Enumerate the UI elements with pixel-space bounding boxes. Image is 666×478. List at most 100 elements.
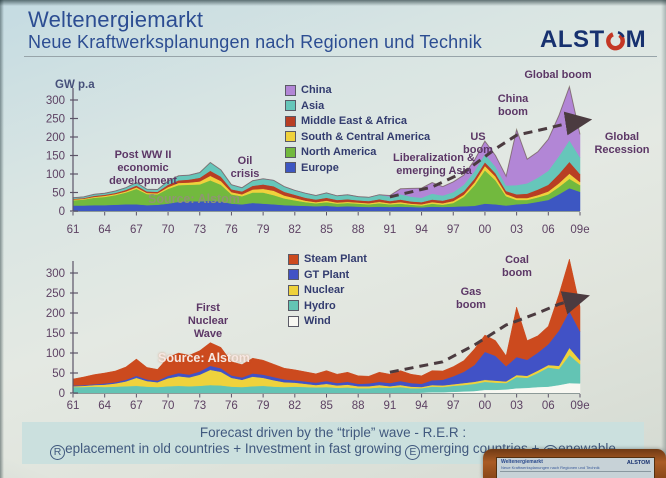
- x-tick-label: 67: [130, 224, 143, 236]
- legend-item-south-central-america: South & Central America: [285, 131, 430, 143]
- legend-chip-steam-plant: [288, 253, 299, 265]
- x-tick-label: 61: [67, 224, 80, 236]
- x-tick-label: 70: [162, 224, 175, 236]
- legend-label-steam-plant: Steam Plant: [304, 253, 367, 265]
- y-tick-label: 300: [46, 268, 65, 280]
- legend-item-asia: Asia: [285, 100, 430, 112]
- page-subtitle: Neue Kraftwerksplanungen nach Regionen u…: [28, 32, 482, 52]
- x-tick-label: 61: [67, 400, 80, 412]
- legend-chip-south-central-america: [285, 131, 296, 143]
- x-tick-label: 82: [288, 400, 301, 412]
- footer-line2-seg1: eplacement in old countries + Investment…: [65, 441, 406, 456]
- annotation-china-boom: China boom: [497, 93, 529, 118]
- legend-item-wind: Wind: [288, 315, 367, 327]
- legend-label-middle-east-africa: Middle East & Africa: [301, 115, 407, 128]
- annotation-first-nuclear-wave: First Nuclear Wave: [187, 302, 229, 340]
- x-tick-label: 06: [542, 400, 555, 412]
- legend-chip-gt-plant: [288, 269, 299, 281]
- source-watermark-technology: Source: Alstom: [158, 351, 250, 365]
- legend-item-europe: Europe: [285, 162, 430, 174]
- y-tick-label: 100: [46, 348, 65, 360]
- x-tick-label: 09e: [570, 224, 589, 236]
- source-watermark-regions: Source: Alstom: [148, 192, 240, 206]
- laptop-mini-logo: ALSTOM: [626, 460, 650, 466]
- y-tick-label: 0: [59, 388, 65, 400]
- legend-item-middle-east-africa: Middle East & Africa: [285, 115, 430, 127]
- area-steam-plant: [72, 258, 581, 386]
- x-tick-label: 64: [98, 224, 111, 236]
- x-tick-label: 94: [415, 400, 428, 412]
- annotation-oil-crisis: Oil crisis: [230, 155, 260, 180]
- legend-item-gt-plant: GT Plant: [288, 269, 367, 281]
- x-tick-label: 73: [193, 224, 206, 236]
- footer-banner: Forecast driven by the “triple” wave - R…: [22, 422, 644, 464]
- laptop-mini-divider: [500, 471, 651, 472]
- circled-e-icon: E: [405, 444, 421, 460]
- legend-label-china: China: [301, 84, 332, 96]
- x-tick-label: 88: [352, 400, 365, 412]
- x-tick-label: 88: [352, 224, 365, 236]
- legend-label-north-america: North America: [301, 146, 377, 159]
- alstom-logo-right: M: [625, 26, 647, 53]
- laptop-screen: Weltenergiemarkt Neue Kraftwerksplanunge…: [496, 457, 655, 478]
- x-tick-label: 64: [98, 400, 111, 412]
- x-tick-label: 91: [383, 224, 396, 236]
- x-tick-label: 67: [130, 400, 143, 412]
- legend-item-nuclear: Nuclear: [288, 284, 367, 296]
- circled-r-icon: R: [50, 444, 66, 460]
- laptop-mini-title: Weltenergiemarkt: [501, 459, 543, 465]
- header-divider: [24, 56, 657, 57]
- legend-chip-middle-east-africa: [285, 115, 296, 127]
- x-tick-label: 79: [257, 224, 270, 236]
- legend-item-china: China: [285, 84, 430, 96]
- legend-item-hydro: Hydro: [288, 300, 367, 312]
- x-tick-label: 73: [193, 400, 206, 412]
- x-tick-label: 00: [479, 224, 492, 236]
- technology-legend: Steam Plant GT Plant Nuclear Hydro Wind: [288, 253, 367, 331]
- technology-area-chart: 0 50 100 150 200 250 300 61 64 67 70 73 76 79 82 85 88 91…: [46, 258, 590, 412]
- annotation-us-boom: US boom: [463, 131, 493, 156]
- x-tick-label: 76: [225, 224, 238, 236]
- y-tick-label: 250: [46, 288, 65, 300]
- page-title: Weltenergiemarkt: [28, 7, 204, 32]
- y-tick-label: 50: [52, 188, 65, 200]
- x-tick-label: 09e: [570, 400, 589, 412]
- legend-chip-north-america: [285, 146, 296, 158]
- y-tick-label: 300: [46, 95, 65, 107]
- alstom-o-icon: [605, 30, 625, 50]
- annotation-global-boom: Global boom: [524, 69, 592, 81]
- y-tick-label: 150: [46, 151, 65, 163]
- annotation-liberalization: Liberalization & emerging Asia: [393, 152, 475, 177]
- y-tick-label: 250: [46, 114, 65, 126]
- legend-label-hydro: Hydro: [304, 299, 336, 312]
- total-outline: [72, 84, 581, 199]
- annotation-post-wwii: Post WW II economic development: [109, 149, 177, 187]
- annotation-coal-boom: Coal boom: [502, 254, 532, 279]
- annotation-global-recession: Global Recession: [594, 131, 650, 156]
- trend-arrow: [389, 291, 590, 374]
- legend-label-gt-plant: GT Plant: [304, 268, 350, 281]
- regions-legend: China Asia Middle East & Africa South & Cen…: [285, 84, 430, 178]
- trend-arrow: [389, 111, 593, 199]
- alstom-logo: ALST M: [540, 26, 646, 54]
- y-tick-label: 150: [46, 328, 65, 340]
- y-tick-label: 200: [46, 308, 65, 320]
- legend-item-north-america: North America: [285, 146, 430, 158]
- x-tick-label: 97: [447, 400, 460, 412]
- y-tick-label: 200: [46, 132, 65, 144]
- legend-chip-europe: [285, 162, 296, 174]
- laptop-mini-subtitle: Neue Kraftwerksplanungen nach Regionen u…: [501, 465, 600, 470]
- x-tick-label: 85: [320, 400, 333, 412]
- legend-label-wind: Wind: [304, 315, 331, 328]
- legend-chip-wind: [288, 315, 299, 327]
- x-tick-label: 03: [510, 224, 523, 236]
- x-tick-label: 70: [162, 400, 175, 412]
- laptop-inset: Weltenergiemarkt Neue Kraftwerksplanunge…: [483, 449, 666, 478]
- y-tick-label: 50: [52, 368, 65, 380]
- x-tick-label: 94: [415, 224, 428, 236]
- legend-chip-china: [285, 84, 296, 96]
- x-tick-label: 00: [479, 400, 492, 412]
- legend-chip-nuclear: [288, 284, 299, 296]
- x-tick-label: 03: [510, 400, 523, 412]
